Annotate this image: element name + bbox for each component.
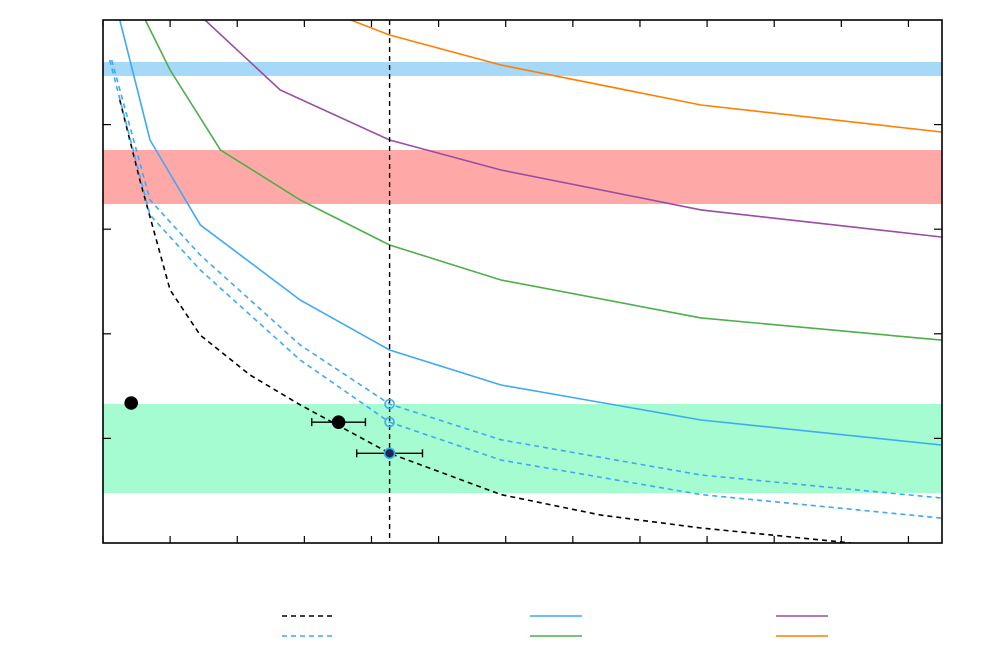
curve [204,20,942,238]
point [331,415,346,429]
curve [119,20,942,446]
band [103,149,942,205]
curve [119,99,852,543]
plot-frame [102,19,943,544]
point [384,398,395,410]
curve [144,20,942,341]
curve [108,59,942,519]
curve [350,20,942,133]
point [124,396,138,410]
plot-area [103,20,942,543]
overlay [102,19,943,544]
point [384,416,395,428]
point [383,447,396,460]
band [103,404,942,494]
